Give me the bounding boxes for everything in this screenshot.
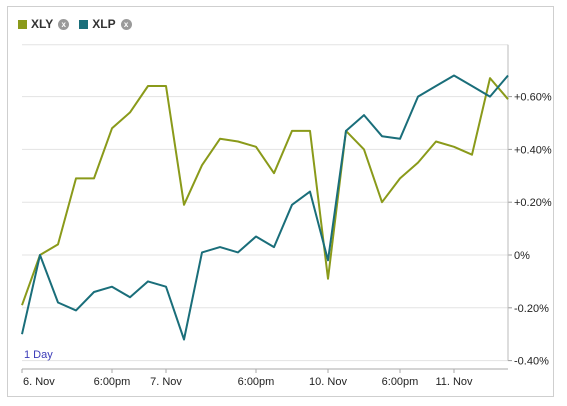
point-xlp-12	[236, 250, 240, 254]
point-xly-22	[416, 161, 420, 165]
series-lines	[20, 73, 510, 341]
y-tick-label-0: +0.60%	[514, 92, 552, 104]
point-xlp-13	[254, 235, 258, 239]
y-tick-label-5: -0.40%	[514, 356, 549, 368]
point-xly-27	[506, 97, 510, 101]
point-xly-5	[110, 126, 114, 130]
point-xlp-6	[128, 295, 132, 299]
x-tick-labels: 6. Nov 6:00pm 7. Nov 6:00pm 10. Nov 6:00pm 11.…	[23, 376, 473, 388]
point-xlp-10	[200, 250, 204, 254]
legend-entry-xlp: XLP x	[79, 17, 132, 31]
point-xly-21	[398, 176, 402, 180]
point-xly-14	[272, 171, 276, 175]
point-xly-9	[182, 203, 186, 207]
point-xly-2	[56, 242, 60, 246]
x-tick-label-5: 6:00pm	[382, 376, 419, 388]
point-xlp-8	[164, 285, 168, 289]
point-xlp-7	[146, 279, 150, 283]
point-xly-15	[290, 129, 294, 133]
x-tick-label-0: 6. Nov	[23, 376, 55, 388]
y-tick-labels: +0.60% +0.40% +0.20% 0% -0.20% -0.40%	[514, 92, 552, 368]
remove-series-xly-icon[interactable]: x	[58, 18, 70, 30]
y-tick-label-1: +0.40%	[514, 144, 552, 156]
point-xlp-14	[272, 245, 276, 249]
gridlines	[22, 44, 508, 362]
x-tick-label-3: 6:00pm	[238, 376, 275, 388]
point-xly-16	[308, 129, 312, 133]
point-xlp-4	[92, 290, 96, 294]
point-xly-4	[92, 176, 96, 180]
legend-label-xlp: XLP	[92, 17, 116, 31]
point-xlp-3	[74, 308, 78, 312]
point-xly-8	[164, 84, 168, 88]
legend-swatch-xly	[18, 19, 27, 29]
point-xlp-19	[362, 113, 366, 117]
point-xlp-18	[344, 129, 348, 133]
point-xlp-15	[290, 203, 294, 207]
y-tick-label-2: +0.20%	[514, 197, 552, 209]
axes	[21, 44, 512, 373]
point-xlp-11	[218, 245, 222, 249]
point-xly-0	[20, 303, 24, 307]
point-xlp-0	[20, 332, 24, 336]
point-xly-26	[488, 76, 492, 80]
point-xlp-25	[470, 84, 474, 88]
point-xly-3	[74, 176, 78, 180]
time-range-label[interactable]: 1 Day	[24, 349, 53, 361]
legend: XLY x XLP x	[18, 16, 142, 32]
legend-entry-xly: XLY x	[18, 17, 70, 31]
x-tick-label-4: 10. Nov	[309, 376, 347, 388]
point-xly-12	[236, 139, 240, 143]
point-xly-7	[146, 84, 150, 88]
point-xlp-16	[308, 190, 312, 194]
point-xlp-22	[416, 95, 420, 99]
point-xly-13	[254, 145, 258, 149]
point-xlp-21	[398, 137, 402, 141]
point-xlp-1	[38, 253, 42, 257]
point-xlp-9	[182, 337, 186, 341]
point-xlp-5	[110, 285, 114, 289]
point-xly-24	[452, 145, 456, 149]
point-xlp-20	[380, 134, 384, 138]
point-xly-25	[470, 153, 474, 157]
y-tick-label-4: -0.20%	[514, 303, 549, 315]
chart-frame	[7, 6, 554, 397]
point-xly-6	[128, 110, 132, 114]
point-xlp-23	[434, 84, 438, 88]
point-xly-19	[362, 147, 366, 151]
point-xly-10	[200, 163, 204, 167]
point-xly-17	[326, 277, 330, 281]
series-line-xly[interactable]	[21, 77, 509, 306]
point-xlp-26	[488, 95, 492, 99]
x-tick-label-1: 6:00pm	[94, 376, 131, 388]
point-xlp-2	[56, 301, 60, 305]
point-xly-23	[434, 139, 438, 143]
point-xly-11	[218, 137, 222, 141]
legend-swatch-xlp	[79, 19, 89, 29]
x-tick-label-6: 11. Nov	[435, 376, 473, 388]
series-line-xlp[interactable]	[21, 74, 509, 341]
remove-series-xlp-icon[interactable]: x	[120, 18, 132, 30]
point-xlp-17	[326, 258, 330, 262]
x-tick-label-2: 7. Nov	[150, 376, 182, 388]
point-xlp-24	[452, 73, 456, 77]
legend-label-xly: XLY	[31, 17, 54, 31]
point-xly-20	[380, 200, 384, 204]
point-xlp-27	[506, 73, 510, 77]
y-tick-label-3: 0%	[514, 250, 530, 262]
